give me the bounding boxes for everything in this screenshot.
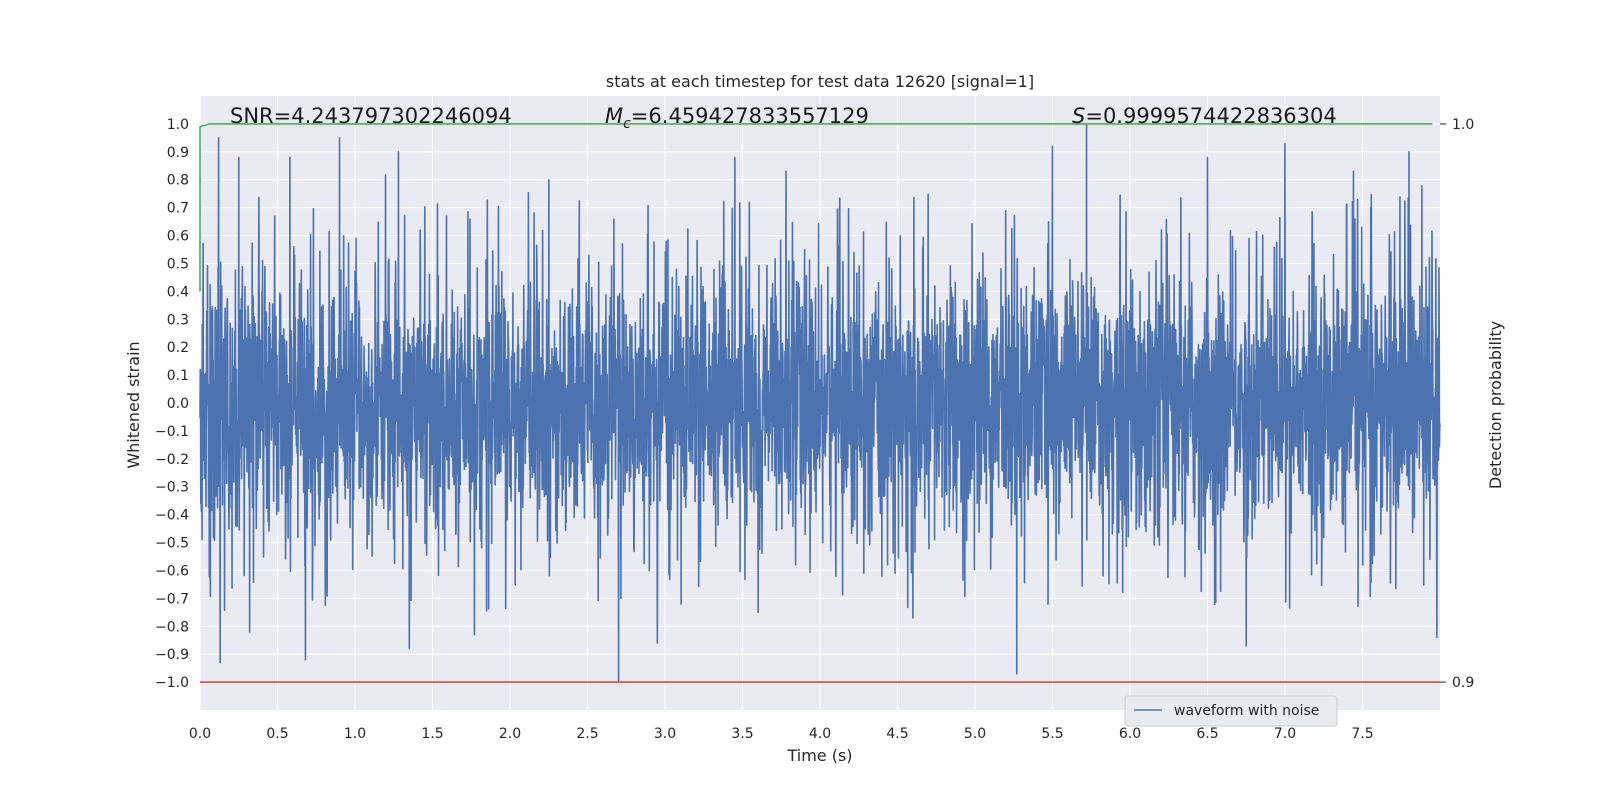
y-tick-label: −0.7 bbox=[155, 591, 189, 607]
y-tick-label: −0.8 bbox=[155, 619, 189, 635]
chart-title: stats at each timestep for test data 126… bbox=[606, 72, 1034, 91]
y-tick-label: −0.9 bbox=[155, 647, 189, 663]
y-axis-label: Whitened strain bbox=[124, 341, 143, 468]
chirp-mass-value: =6.459427833557129 bbox=[631, 104, 869, 128]
y-tick-label: 0.7 bbox=[167, 201, 189, 217]
chirp-mass-annotation: Mc=6.459427833557129 bbox=[605, 104, 869, 132]
x-tick-label: 3.0 bbox=[654, 726, 676, 742]
x-tick-label: 6.0 bbox=[1119, 726, 1141, 742]
x-tick-label: 7.0 bbox=[1274, 726, 1296, 742]
legend-label-waveform: waveform with noise bbox=[1174, 703, 1319, 719]
y-tick-label: 0.2 bbox=[167, 340, 189, 356]
x-tick-label: 6.5 bbox=[1196, 726, 1218, 742]
x-tick-label: 1.5 bbox=[421, 726, 443, 742]
snr-annotation: SNR=4.243797302246094 bbox=[230, 104, 512, 128]
x-tick-label: 2.5 bbox=[576, 726, 598, 742]
y2-axis-label: Detection probability bbox=[1486, 321, 1505, 489]
x-tick-label: 7.5 bbox=[1351, 726, 1373, 742]
series-detection-probability bbox=[199, 123, 1433, 292]
y2-tick-label: 1.0 bbox=[1452, 117, 1474, 133]
x-tick-label: 4.0 bbox=[809, 726, 831, 742]
y-tick-label: 0.9 bbox=[167, 145, 189, 161]
score-symbol: S bbox=[1072, 104, 1085, 128]
y-tick-label: 0.6 bbox=[167, 229, 189, 245]
x-tick-label: 1.0 bbox=[344, 726, 366, 742]
y-tick-label: 0.8 bbox=[167, 173, 189, 189]
x-tick-label: 4.5 bbox=[886, 726, 908, 742]
x-axis-label: Time (s) bbox=[786, 746, 852, 765]
y-axis-ticks: 1.0 0.9 0.8 0.7 0.6 0.5 0.4 0.3 0.2 0.1 0.0 −0.1 −0.… bbox=[155, 117, 189, 691]
legend-box bbox=[1124, 695, 1338, 727]
y-tick-label: 1.0 bbox=[167, 117, 189, 133]
y-tick-label: −0.3 bbox=[155, 480, 189, 496]
y2-tick-label: 0.9 bbox=[1452, 675, 1474, 691]
plot-traces bbox=[199, 123, 1441, 683]
y-tick-label: −1.0 bbox=[155, 675, 189, 691]
y-tick-label: −0.4 bbox=[155, 508, 189, 524]
y-tick-label: 0.1 bbox=[167, 368, 189, 384]
x-tick-label: 5.0 bbox=[964, 726, 986, 742]
chirp-mass-subscript: c bbox=[623, 116, 631, 132]
x-tick-label: 0.5 bbox=[266, 726, 288, 742]
y-tick-label: 0.3 bbox=[167, 312, 189, 328]
y2-axis-ticks: 1.0 0.9 bbox=[1440, 117, 1474, 691]
y-tick-label: −0.6 bbox=[155, 563, 189, 579]
score-value: =0.9999574422836304 bbox=[1085, 104, 1336, 128]
y-tick-label: 0.0 bbox=[167, 396, 189, 412]
y-tick-label: −0.5 bbox=[155, 536, 189, 552]
series-waveform-with-noise bbox=[199, 123, 1441, 683]
x-tick-label: 5.5 bbox=[1041, 726, 1063, 742]
score-annotation: S=0.9999574422836304 bbox=[1072, 104, 1337, 128]
chirp-mass-symbol: M bbox=[605, 104, 623, 128]
y-tick-label: −0.2 bbox=[155, 452, 189, 468]
y-tick-label: −0.1 bbox=[155, 424, 189, 440]
x-axis-ticks: 0.0 0.5 1.0 1.5 2.0 2.5 3.0 3.5 4.0 4.5 5.0 5.5 6.0 6… bbox=[189, 726, 1374, 742]
x-tick-label: 3.5 bbox=[731, 726, 753, 742]
y-tick-label: 0.4 bbox=[167, 284, 189, 300]
x-tick-label: 2.0 bbox=[499, 726, 521, 742]
y-tick-label: 0.5 bbox=[167, 256, 189, 272]
legend: waveform with noise bbox=[1124, 695, 1338, 727]
x-tick-label: 0.0 bbox=[189, 726, 211, 742]
